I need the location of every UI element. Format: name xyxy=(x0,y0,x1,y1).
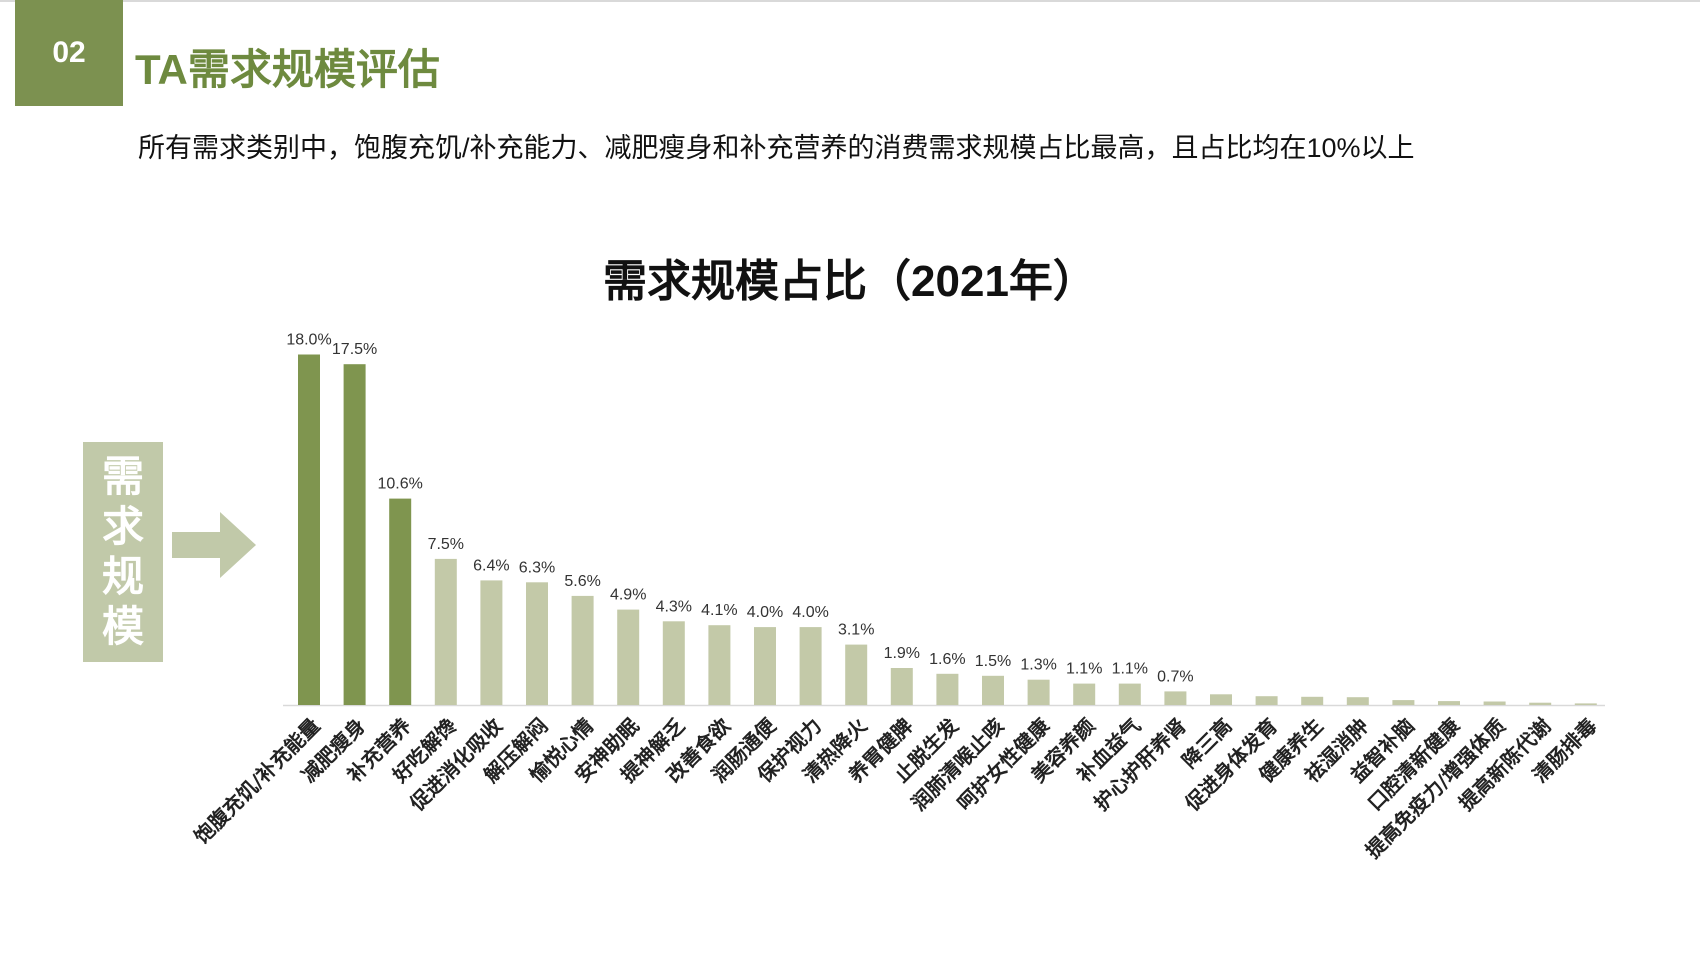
data-label-18: 1.1% xyxy=(1112,661,1148,678)
bar-5 xyxy=(526,582,548,705)
bar-12 xyxy=(845,644,868,705)
bar-24 xyxy=(1392,700,1415,705)
bar-2 xyxy=(389,498,412,705)
data-label-4: 6.4% xyxy=(473,557,509,574)
bar-25 xyxy=(1438,701,1460,705)
data-label-19: 0.7% xyxy=(1157,668,1193,685)
bar-19 xyxy=(1164,691,1187,705)
bar-27 xyxy=(1529,702,1552,705)
data-label-17: 1.1% xyxy=(1066,661,1102,678)
data-label-5: 6.3% xyxy=(519,559,555,576)
data-label-2: 10.6% xyxy=(378,476,423,493)
data-label-3: 7.5% xyxy=(428,536,464,553)
section-number: 02 xyxy=(52,36,86,69)
data-label-13: 1.9% xyxy=(884,645,920,662)
data-label-8: 4.3% xyxy=(656,598,692,615)
bar-4 xyxy=(480,580,503,705)
bar-8 xyxy=(662,621,685,705)
bar-9 xyxy=(708,625,731,705)
side-label-char: 需 xyxy=(101,453,144,500)
bar-1 xyxy=(343,364,366,705)
data-label-14: 1.6% xyxy=(929,651,965,668)
category-label-0: 饱腹充饥/补充能量 xyxy=(189,714,324,849)
data-label-7: 4.9% xyxy=(610,587,646,604)
bar-28 xyxy=(1574,703,1597,705)
data-label-0: 18.0% xyxy=(286,332,331,349)
top-divider xyxy=(0,0,1700,2)
data-label-6: 5.6% xyxy=(564,573,600,590)
page-title: TA需求规模评估 xyxy=(135,46,440,93)
bar-13 xyxy=(890,668,913,705)
bar-23 xyxy=(1346,697,1369,705)
right-arrow-icon xyxy=(172,512,256,578)
bar-3 xyxy=(434,558,457,705)
bar-6 xyxy=(571,595,594,705)
data-label-1: 17.5% xyxy=(332,341,377,358)
side-label-char: 求 xyxy=(101,503,144,550)
bar-20 xyxy=(1210,694,1232,705)
data-label-9: 4.1% xyxy=(701,602,737,619)
data-label-11: 4.0% xyxy=(792,604,828,621)
bar-14 xyxy=(936,673,959,705)
bar-11 xyxy=(799,627,822,705)
bar-7 xyxy=(617,609,640,705)
side-label-box: 需 求 规 模 xyxy=(83,442,163,662)
data-label-12: 3.1% xyxy=(838,622,874,639)
section-number-badge: 02 xyxy=(15,0,123,106)
data-label-10: 4.0% xyxy=(747,604,783,621)
bar-15 xyxy=(982,675,1004,705)
data-label-15: 1.5% xyxy=(975,653,1011,670)
bar-17 xyxy=(1073,683,1096,705)
bar-21 xyxy=(1255,696,1278,705)
bar-10 xyxy=(754,627,776,705)
page-subtitle: 所有需求类别中，饱腹充饥/补充能力、减肥瘦身和补充营养的消费需求规模占比最高，且… xyxy=(138,133,1415,163)
side-label-char: 规 xyxy=(101,553,144,600)
bar-18 xyxy=(1118,683,1141,705)
bar-22 xyxy=(1301,696,1324,705)
side-label-char: 模 xyxy=(101,603,144,650)
chart-title: 需求规模占比（2021年） xyxy=(603,257,1097,306)
data-label-16: 1.3% xyxy=(1020,657,1056,674)
bar-16 xyxy=(1027,679,1050,705)
bar-0 xyxy=(298,354,320,705)
bar-26 xyxy=(1483,701,1506,705)
